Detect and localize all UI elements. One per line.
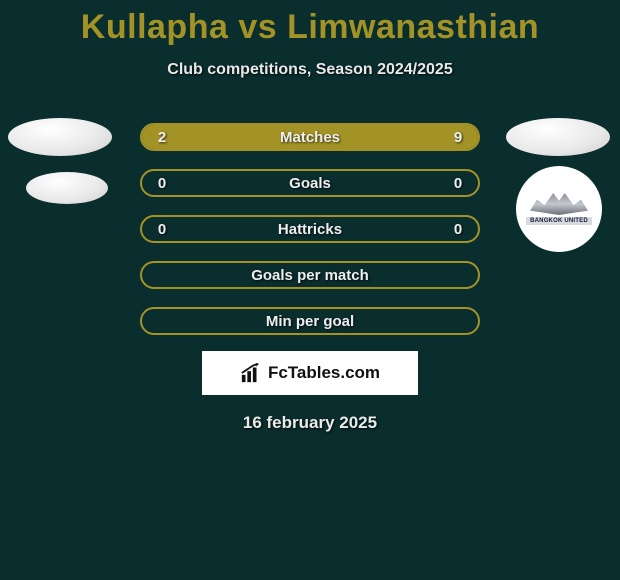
stat-bar-min-per-goal: Min per goal [140,307,480,335]
bar-chart-icon [240,362,262,384]
stat-bar-hattricks: 0 Hattricks 0 [140,215,480,243]
date: 16 february 2025 [0,413,620,433]
stat-bar-goals: 0 Goals 0 [140,169,480,197]
stat-bar-matches: 2 Matches 9 [140,123,480,151]
bar-label: Matches [182,129,438,146]
bar-value-left: 0 [142,221,182,238]
ellipse-shape [8,118,112,156]
player-left-badge [8,116,114,222]
bar-label: Min per goal [182,313,438,330]
bar-value-left: 2 [142,129,182,146]
attribution-text: FcTables.com [268,363,380,383]
bar-label: Goals per match [182,267,438,284]
stat-bar-goals-per-match: Goals per match [140,261,480,289]
bar-value-right: 0 [438,175,478,192]
subtitle: Club competitions, Season 2024/2025 [0,61,620,79]
player-right-badge: BANGKOK UNITED [506,116,612,222]
comparison-bars: 2 Matches 9 0 Goals 0 0 Hattricks 0 Goal… [140,123,480,335]
ellipse-shape [506,118,610,156]
bar-label: Hattricks [182,221,438,238]
club-emblem-icon [530,193,588,215]
page-title: Kullapha vs Limwanasthian [0,0,620,47]
attribution: FcTables.com [202,351,418,395]
bar-label: Goals [182,175,438,192]
bar-value-right: 9 [438,129,478,146]
ellipse-shape [26,172,108,204]
club-badge: BANGKOK UNITED [516,166,602,252]
bar-value-right: 0 [438,221,478,238]
club-name: BANGKOK UNITED [526,217,592,225]
bar-value-left: 0 [142,175,182,192]
